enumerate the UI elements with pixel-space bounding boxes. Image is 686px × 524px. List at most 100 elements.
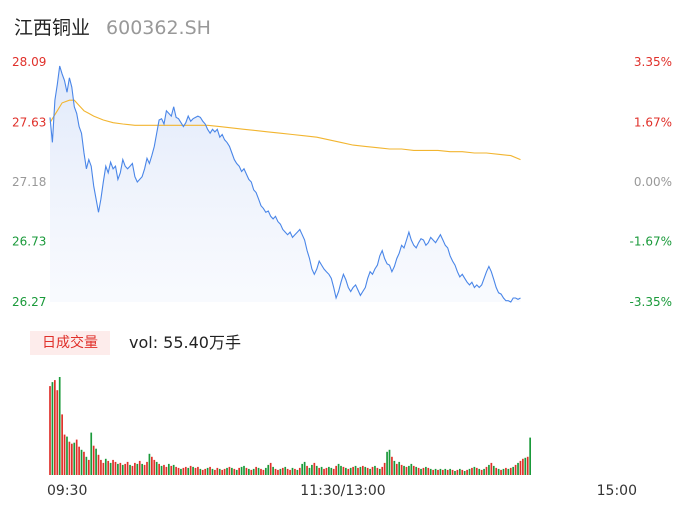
volume-bar	[175, 466, 177, 475]
volume-bar	[170, 465, 173, 475]
volume-bar	[340, 465, 342, 475]
volume-bar	[143, 464, 146, 475]
volume-bar	[231, 467, 233, 475]
volume-bar	[214, 469, 216, 475]
volume-bar	[252, 468, 255, 475]
percent-tick-label: -1.67%	[630, 234, 672, 248]
price-series-line	[49, 65, 521, 303]
volume-bar	[54, 380, 56, 475]
volume-bar	[488, 464, 490, 475]
volume-bar	[328, 466, 330, 475]
volume-bar	[403, 465, 405, 475]
left-price-axis: 28.09 27.63 27.18 26.73 26.27	[12, 55, 46, 309]
volume-bar	[92, 445, 95, 475]
percent-tick-label: 3.35%	[634, 55, 672, 69]
volume-bar	[126, 461, 129, 475]
volume-bar	[400, 464, 403, 475]
volume-bar	[357, 467, 359, 475]
volume-bar	[51, 382, 54, 475]
volume-bar	[163, 464, 165, 475]
volume-bar	[75, 439, 78, 475]
volume-bar	[148, 453, 151, 475]
volume-bar	[458, 468, 461, 475]
volume-bar	[522, 458, 524, 475]
volume-bar	[95, 448, 97, 475]
volume-bar	[102, 462, 105, 475]
volume-bar	[260, 468, 262, 475]
volume-bar	[502, 468, 505, 475]
volume-bar	[167, 463, 170, 475]
volume-bar	[218, 468, 221, 475]
volume-bar	[172, 464, 175, 475]
volume-bar	[56, 390, 59, 475]
volume-bar	[104, 458, 107, 475]
volume-bar	[492, 465, 495, 475]
volume-bar	[514, 464, 517, 475]
volume-bar	[320, 466, 323, 475]
volume-bar	[303, 461, 306, 475]
volume-bar	[204, 468, 207, 475]
volume-bar	[306, 465, 308, 475]
volume-bar	[73, 442, 76, 475]
volume-bar	[466, 469, 468, 475]
volume-bar	[201, 469, 204, 475]
volume-bar	[284, 466, 287, 475]
volume-bars	[49, 377, 531, 476]
volume-bar	[364, 466, 367, 475]
volume-bar	[146, 461, 148, 475]
volume-bar	[395, 463, 398, 475]
volume-bar	[475, 467, 478, 475]
volume-bar	[386, 451, 388, 475]
volume-bar	[61, 414, 63, 475]
volume-bar	[301, 463, 304, 475]
volume-bar	[274, 468, 277, 475]
volume-bar	[415, 466, 418, 475]
volume-bar	[262, 469, 265, 475]
volume-bar	[257, 467, 260, 475]
volume-bar	[325, 467, 328, 475]
volume-bar	[216, 467, 219, 475]
volume-bar	[189, 465, 192, 475]
volume-bar	[184, 466, 187, 475]
volume-bar	[526, 456, 529, 475]
volume-bar	[58, 377, 61, 475]
volume-bar	[478, 468, 481, 475]
volume-bar	[199, 468, 202, 475]
volume-bar	[245, 467, 248, 475]
volume-tab[interactable]: 日成交量	[30, 331, 110, 355]
volume-bar	[442, 469, 444, 475]
volume-bar	[434, 468, 437, 475]
volume-bar	[429, 468, 432, 475]
volume-bar	[318, 467, 321, 475]
volume-bar	[221, 469, 224, 475]
volume-bar	[192, 466, 194, 475]
volume-bar	[432, 469, 434, 475]
volume-bar	[49, 386, 51, 475]
time-tick-label: 09:30	[47, 483, 87, 499]
price-tick-label: 27.18	[12, 175, 46, 189]
volume-bar	[323, 468, 325, 475]
volume-bar	[529, 437, 531, 475]
volume-bar	[505, 467, 507, 475]
volume-bar	[425, 466, 427, 475]
price-tick-label: 26.73	[12, 234, 46, 248]
stock-header: 江西铜业 600362.SH	[14, 13, 211, 41]
volume-bar	[449, 468, 451, 475]
volume-bar	[347, 468, 350, 475]
volume-bar	[369, 468, 371, 475]
volume-bar	[83, 451, 85, 475]
volume-bar	[381, 466, 384, 475]
volume-bar	[281, 467, 284, 475]
volume-bar	[151, 456, 153, 475]
volume-bar	[417, 467, 420, 475]
volume-bar	[374, 465, 376, 475]
volume-bar	[286, 468, 289, 475]
volume-bar	[155, 461, 158, 475]
volume-bar	[223, 468, 226, 475]
volume-bar	[383, 462, 386, 475]
volume-bar	[238, 467, 240, 475]
price-tick-label: 27.63	[12, 116, 46, 130]
volume-bar	[211, 468, 214, 475]
volume-bar	[119, 462, 122, 475]
volume-bar	[376, 467, 379, 475]
